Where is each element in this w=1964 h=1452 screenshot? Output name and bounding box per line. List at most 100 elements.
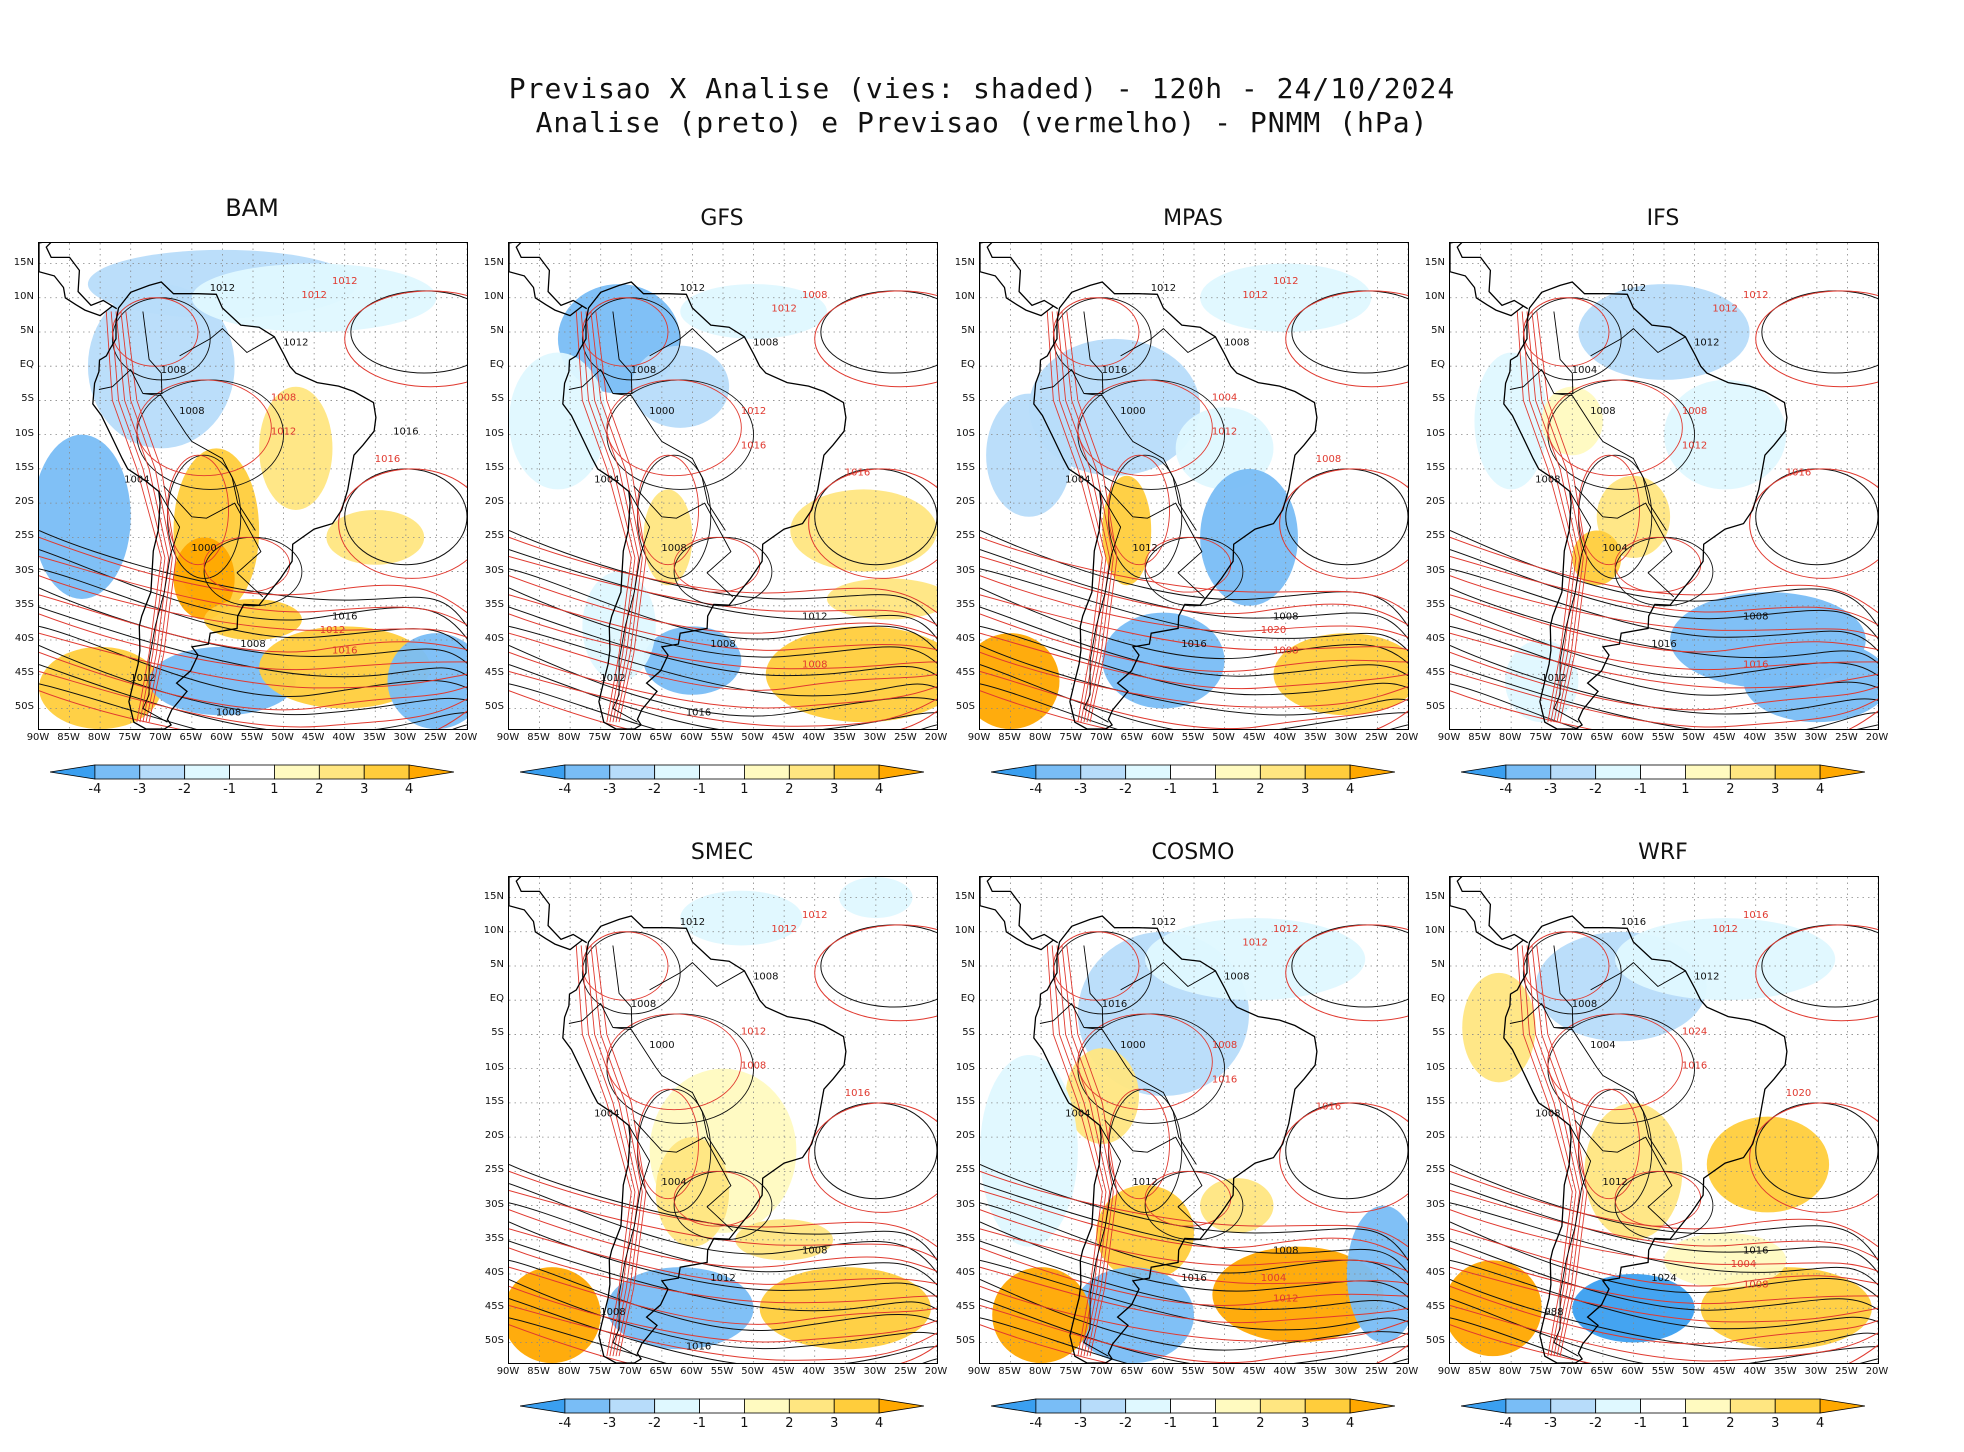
country-border	[612, 1027, 726, 1165]
analysis-contour-label: 1008	[1572, 999, 1597, 1010]
forecast-isobar	[509, 1305, 937, 1361]
forecast-contour-label: 1012	[1273, 1293, 1298, 1304]
forecast-isobar	[1547, 379, 1683, 477]
analysis-isobar	[39, 625, 467, 697]
lon-tick-label: 55W	[710, 1366, 734, 1377]
forecast-isobar	[606, 379, 742, 477]
analysis-contour-label: 1000	[1120, 1040, 1145, 1051]
panel-title: MPAS	[1163, 206, 1223, 231]
colorbar-label: 3	[830, 1416, 839, 1431]
analysis-isobar	[509, 606, 937, 677]
colorbar-label: 2	[315, 782, 324, 797]
lon-tick-label: 75W	[118, 732, 142, 743]
lat-tick-label: 30S	[1425, 1198, 1445, 1210]
forecast-contour-label: 1012	[271, 427, 296, 438]
analysis-contour-label: 1008	[1743, 611, 1768, 622]
central-america-coast	[980, 877, 1059, 951]
forecast-isobar	[509, 671, 937, 727]
south-america-coast	[562, 915, 847, 1363]
colorbar-swatch-neg3	[564, 764, 611, 780]
forecast-isobar	[1450, 1324, 1878, 1363]
lat-tick-label: 10N	[483, 924, 504, 936]
forecast-isobar	[509, 613, 937, 670]
colorbar-swatch-zero	[1170, 1398, 1216, 1414]
colorbar: -4 -3 -2 -1 1 2 3 4	[49, 764, 455, 804]
forecast-isobar	[595, 945, 647, 1357]
bias-area-neg2	[631, 345, 730, 428]
country-border	[1509, 368, 1555, 394]
colorbar-label: -4	[88, 782, 102, 797]
country-border	[1120, 327, 1216, 357]
forecast-isobar	[1450, 632, 1878, 689]
lon-tick-label: 60W	[1621, 732, 1644, 743]
colorbar-swatch-neg4	[990, 764, 1037, 780]
forecast-isobar	[509, 1228, 937, 1285]
analysis-contour-label: 1008	[1224, 972, 1249, 983]
colorbar-swatch-pos3	[833, 764, 880, 780]
central-america-coast	[1450, 243, 1529, 317]
bias-area-neg1	[1474, 352, 1548, 490]
country-border	[1553, 1027, 1667, 1165]
country-border	[612, 311, 633, 395]
south-america-coast	[1503, 915, 1788, 1363]
lon-tick-label: 55W	[1181, 1366, 1205, 1377]
forecast-contour-label: 1012	[1743, 290, 1768, 301]
forecast-isobar	[509, 1190, 937, 1260]
lat-tick-label: 45S	[1425, 667, 1445, 679]
forecast-isobar	[509, 690, 937, 729]
colorbar-label: -1	[1164, 782, 1178, 797]
map-area: 1012 1008 1016 1000 1004 1012 1008 1016 1012 1012…	[979, 876, 1409, 1364]
colorbar-label: 1	[1681, 782, 1690, 797]
forecast-isobar	[1450, 536, 1878, 614]
lat-tick-label: 50S	[484, 1335, 504, 1347]
lon-tick-label: 60W	[680, 1366, 703, 1377]
map-svg: 1012 1008 1016 1000 1004 1012 1008 1016 1012 1012…	[980, 877, 1408, 1363]
bias-area-pos3	[1273, 633, 1408, 716]
lon-tick-label: 90W	[1437, 1366, 1461, 1377]
forecast-isobar	[1450, 556, 1878, 626]
lat-tick-label: 15N	[954, 890, 975, 902]
analysis-contour-label: 1004	[594, 1109, 619, 1120]
lon-tick-label: 50W	[1212, 1366, 1235, 1377]
colorbar-label: 4	[1345, 782, 1355, 797]
grid-lines	[509, 877, 937, 1363]
south-america-coast	[92, 281, 377, 729]
colorbar-swatch-neg1	[654, 764, 700, 780]
analysis-contour-label: 1016	[1181, 1273, 1206, 1284]
analysis-contour-label: 1004	[1602, 543, 1627, 554]
forecast-isobar	[1749, 1102, 1878, 1213]
lat-tick-label: 5N	[1431, 324, 1445, 336]
lon-tick-label: 55W	[1181, 732, 1205, 743]
lon-tick-label: 70W	[148, 732, 172, 743]
forecast-isobar	[1516, 945, 1573, 1357]
lat-tick-label: 45S	[955, 667, 975, 679]
colorbar-swatch-zero	[1640, 1398, 1686, 1414]
analysis-isobar	[509, 549, 937, 639]
analysis-isobar	[509, 625, 937, 697]
map-area: 1012 1008 1008 1000 1004 1008 1012 1008 1012 1016…	[508, 242, 938, 730]
analysis-contour-label: 1016	[1651, 639, 1676, 650]
country-border	[1553, 1125, 1592, 1357]
map-area: 1012 1012 1008 1008 1004 1000 1016 1008 1012 1008…	[38, 242, 468, 730]
analysis-isobar	[980, 549, 1408, 639]
south-america-coast	[1033, 281, 1318, 729]
analysis-contour-label: 1012	[283, 338, 308, 349]
analysis-contour-label: 1004	[1065, 1109, 1090, 1120]
south-america-coast	[1503, 281, 1788, 729]
forecast-isobar	[1285, 924, 1408, 1022]
analysis-contour-label: 1000	[1120, 406, 1145, 417]
colorbar-swatch-neg1	[1595, 1398, 1641, 1414]
lon-tick-label: 45W	[1712, 732, 1736, 743]
colorbar-swatch-neg2	[1080, 764, 1127, 780]
contour-labels: 1012 1012 1004 1008 1008 1004 1008 1016 1012 1012…	[1535, 283, 1811, 684]
bias-area-pos4	[1450, 1260, 1542, 1357]
forecast-isobar	[980, 632, 1408, 690]
grid-lines	[1450, 243, 1878, 729]
lon-tick-label: 40W	[802, 732, 826, 743]
forecast-isobar	[509, 575, 937, 638]
country-border	[1083, 393, 1197, 531]
analysis-contour-label: 1004	[661, 1177, 686, 1188]
country-border	[612, 945, 633, 1029]
analysis-isobar	[509, 1317, 937, 1363]
forecast-isobar	[980, 651, 1408, 708]
